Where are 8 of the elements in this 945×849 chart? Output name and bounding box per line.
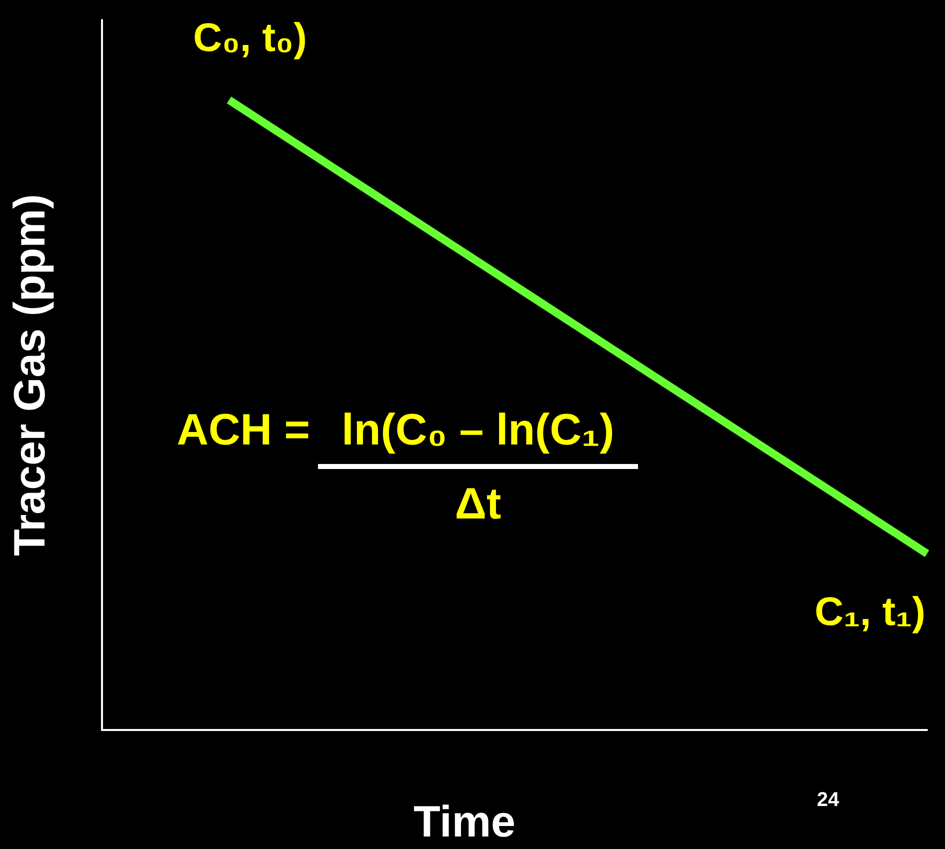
annotation: Δt: [454, 480, 502, 528]
text: 24: [816, 789, 840, 811]
annotation: ln(C₀ – ln(C₁): [342, 406, 614, 454]
x-axis-title: Time: [414, 798, 516, 846]
annotation: C₁, t₁): [814, 590, 926, 634]
annotation: ACH =: [176, 406, 310, 454]
y-axis-title: Tracer Gas (ppm): [6, 194, 54, 556]
text: C₀, t₀): [193, 16, 307, 60]
